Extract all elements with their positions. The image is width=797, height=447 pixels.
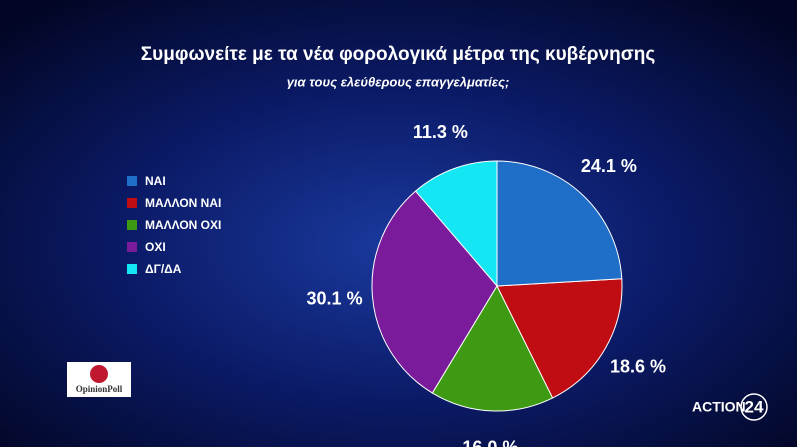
channel-logo-number: 24 [745,397,764,416]
channel-logo: ACTION [692,399,746,415]
poll-logo-text: OpinionPoll [76,384,123,394]
legend-swatch [127,242,137,252]
legend-label: ΟΧΙ [145,240,166,254]
legend-swatch [127,176,137,186]
poll-logo: OpinionPoll [67,362,131,397]
legend-label: ΝΑΙ [145,174,166,188]
legend-swatch [127,220,137,230]
data-label: 16.0 % [462,438,518,447]
pie-slice [371,190,498,394]
data-label: 30.1 % [307,288,363,308]
channel-logo-ring [740,393,768,421]
pie-slice [431,284,554,412]
legend-swatch [127,264,137,274]
pie-slice [414,160,498,288]
data-label: 24.1 % [581,156,637,176]
legend-swatch [127,198,137,208]
chart-title: Συμφωνείτε με τα νέα φορολογικά μέτρα τη… [141,44,656,65]
data-label: 18.6 % [610,357,666,377]
legend-label: ΜΑΛΛΟΝ ΝΑΙ [145,196,221,210]
poll-logo-dot [90,365,108,383]
pie-slice [496,278,623,399]
legend-label: ΜΑΛΛΟΝ ΟΧΙ [145,218,221,232]
data-label: 11.3 % [413,122,468,142]
pie-slice [496,160,623,287]
chart-subtitle: για τους ελεύθερους επαγγελματίες; [287,74,510,89]
legend-label: ΔΓ/ΔΑ [145,262,182,276]
